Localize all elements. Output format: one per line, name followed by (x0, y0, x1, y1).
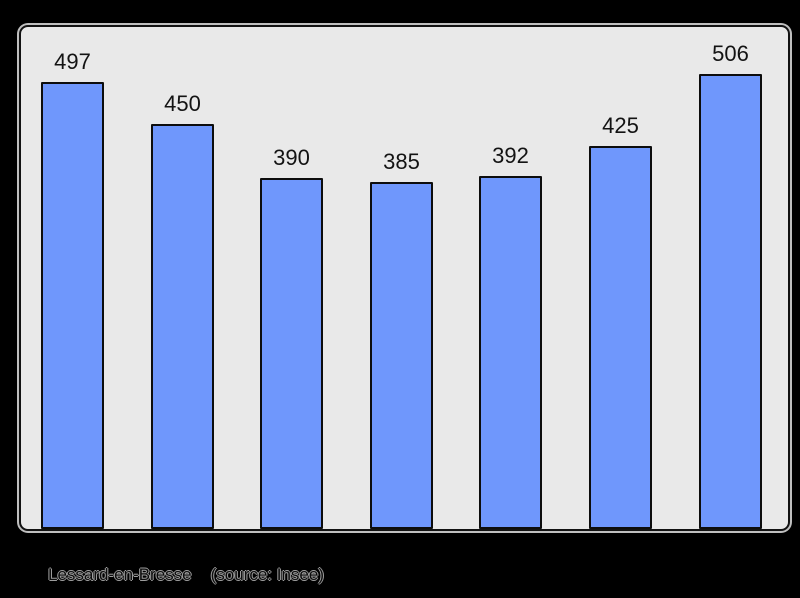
bar-group: 497 (41, 51, 104, 529)
bar-group: 425 (589, 115, 652, 529)
bar (370, 182, 433, 529)
bar-group: 506 (699, 43, 762, 529)
bar (260, 178, 323, 529)
bar (589, 146, 652, 529)
bar-group: 392 (479, 145, 542, 529)
caption-source-note: (source: Insee) (210, 565, 325, 584)
plot-area: 497 450 390 385 392 425 506 (19, 25, 790, 531)
bar-value-label: 497 (54, 49, 91, 74)
bar-value-label: 425 (602, 113, 639, 138)
bar (479, 176, 542, 529)
bar (151, 124, 214, 529)
chart-caption: Lessard-en-Bresse (source: Insee) (48, 564, 324, 586)
bar (41, 82, 104, 529)
caption-place-name: Lessard-en-Bresse (48, 565, 192, 584)
bar (699, 74, 762, 529)
bar-group: 450 (151, 93, 214, 529)
bar-value-label: 450 (164, 91, 201, 116)
bar-value-label: 506 (712, 41, 749, 66)
bar-value-label: 390 (273, 145, 310, 170)
bar-group: 390 (260, 147, 323, 529)
bar-series: 497 450 390 385 392 425 506 (21, 27, 788, 529)
bar-group: 385 (370, 151, 433, 529)
bar-value-label: 385 (383, 149, 420, 174)
bar-value-label: 392 (492, 143, 529, 168)
